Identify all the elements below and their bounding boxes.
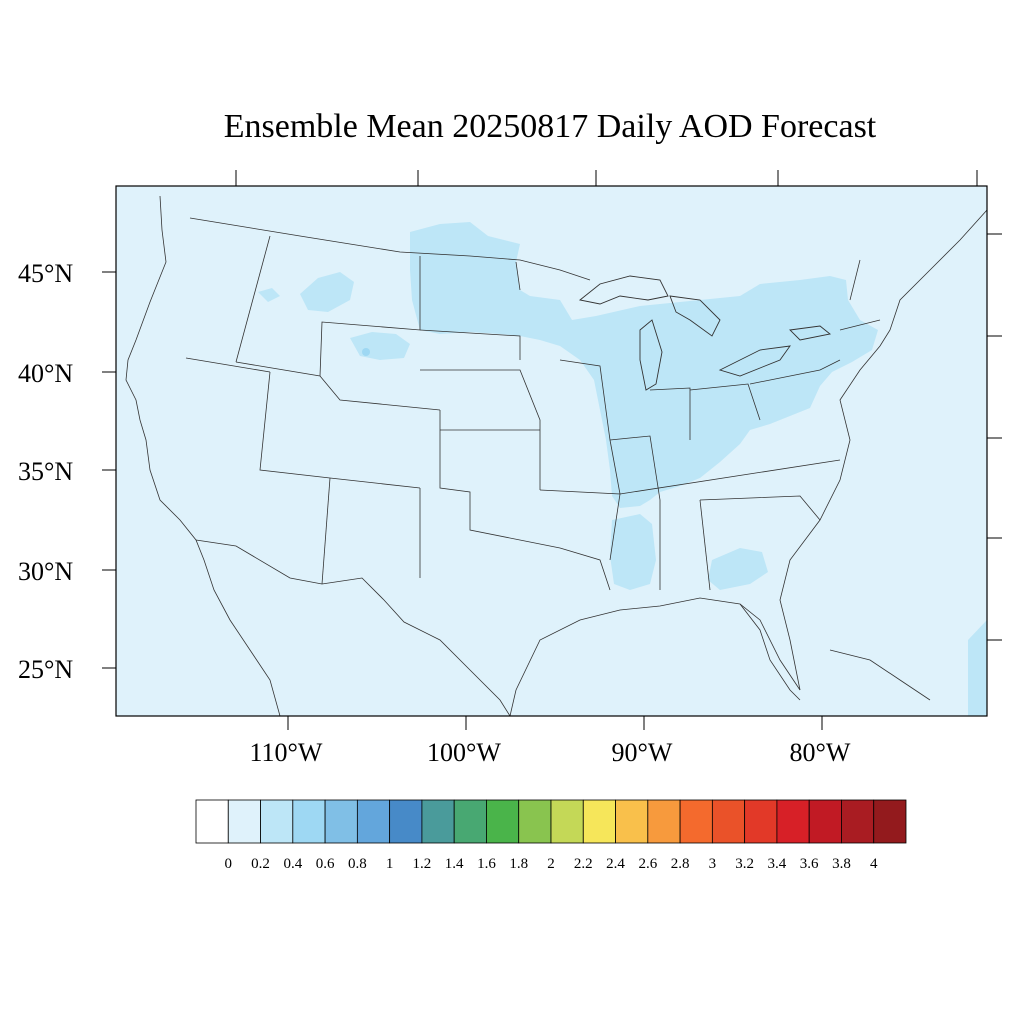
colorbar-box	[486, 799, 520, 844]
colorbar-box	[518, 799, 552, 844]
colorbar-box	[550, 799, 584, 844]
colorbar-box	[356, 799, 391, 844]
colorbar-label: 2	[547, 856, 555, 872]
colorbar-box	[711, 799, 746, 844]
colorbar-label: 4	[870, 856, 878, 872]
colorbar-label: 1	[386, 856, 394, 872]
lat-label-40: 40°N	[18, 359, 73, 388]
lon-label-110: 110°W	[250, 738, 323, 767]
colorbar-box	[582, 799, 616, 844]
colorbar-box	[744, 799, 778, 844]
colorbar-box	[292, 799, 326, 844]
colorbar-label: 1.4	[445, 856, 464, 872]
colorbar-label: 3.8	[832, 856, 851, 872]
lat-label-25: 25°N	[18, 655, 73, 684]
colorbar-box	[679, 799, 713, 844]
colorbar-box	[227, 799, 261, 844]
map-title: Ensemble Mean 20250817 Daily AOD Forecas…	[223, 108, 877, 145]
colorbar-box	[324, 799, 358, 844]
lat-label-35: 35°N	[18, 457, 73, 486]
colorbar-label: 3.2	[735, 856, 754, 872]
coastline-south	[739, 603, 931, 701]
lat-label-30: 30°N	[18, 557, 73, 586]
colorbar-box	[453, 799, 487, 844]
colorbar-label: 3.4	[768, 856, 787, 872]
colorbar-label: 0.4	[283, 856, 302, 872]
colorbar-box	[776, 799, 810, 844]
map-frame	[115, 185, 988, 717]
colorbar-box	[389, 799, 423, 844]
colorbar-label: 1.8	[509, 856, 528, 872]
map-background	[116, 186, 987, 716]
colorbar-label: 2.8	[671, 856, 690, 872]
colorbar-label: 1.2	[413, 856, 432, 872]
colorbar-label: 2.4	[606, 856, 625, 872]
colorbar-box	[195, 799, 229, 844]
great-lakes	[578, 275, 832, 391]
colorbar-label: 3	[709, 856, 717, 872]
colorbar-box	[647, 799, 681, 844]
colorbar-box	[421, 799, 455, 844]
colorbar-box	[841, 799, 875, 844]
state-boundaries	[125, 195, 987, 716]
colorbar-label: 0.8	[348, 856, 367, 872]
map-ticks	[102, 170, 1002, 730]
colorbar: 0 0.2 0.4 0.6 0.8 1 1.2 1.4 1.6 1.8 2 2.2 2.4 2.6 2.8 3…	[195, 799, 907, 872]
lon-label-80: 80°W	[790, 738, 851, 767]
colorbar-box	[873, 799, 907, 844]
colorbar-label: 2.6	[638, 856, 657, 872]
lon-label-100: 100°W	[427, 738, 501, 767]
lon-label-90: 90°W	[612, 738, 673, 767]
colorbar-box	[260, 799, 294, 844]
lat-label-45: 45°N	[18, 259, 73, 288]
colorbar-box	[615, 799, 649, 844]
colorbar-label: 3.6	[800, 856, 819, 872]
colorbar-label: 0	[225, 856, 233, 872]
colorbar-label: 0.2	[251, 856, 270, 872]
colorbar-box	[808, 799, 842, 844]
aod-contour-0.4-0.6	[362, 348, 370, 356]
colorbar-label: 2.2	[574, 856, 593, 872]
colorbar-label: 0.6	[316, 856, 335, 872]
colorbar-label: 1.6	[477, 856, 496, 872]
